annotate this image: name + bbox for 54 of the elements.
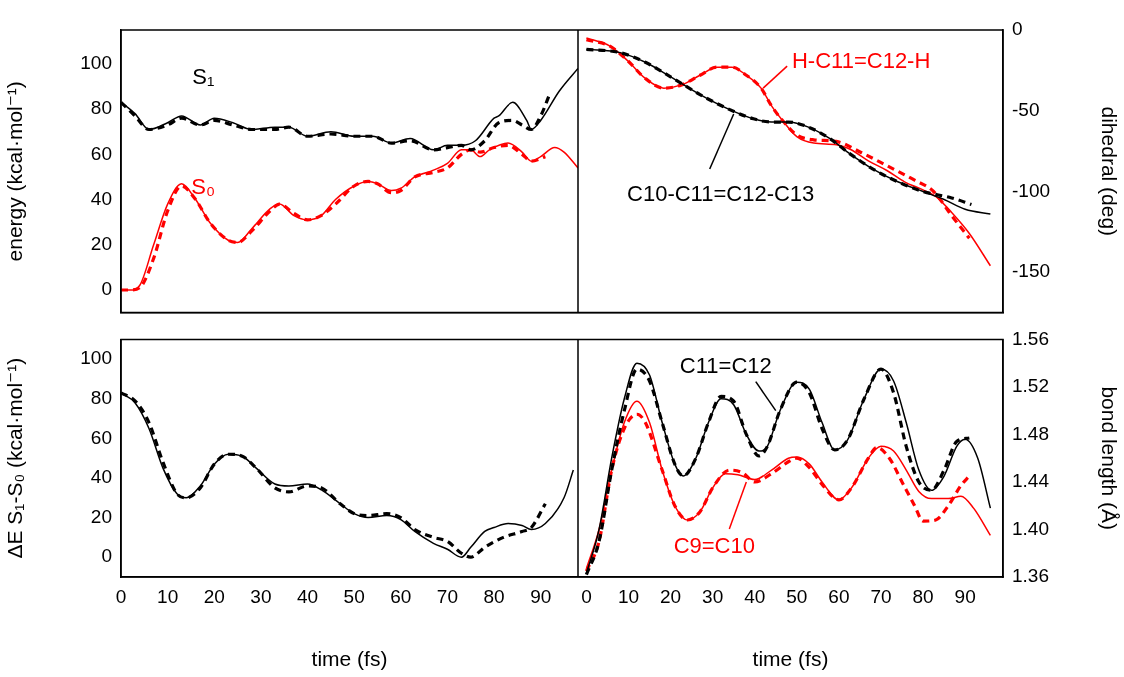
x-tick-label: 50 [786,585,808,607]
y-tick-label: 20 [90,233,112,255]
annotation: S₀ [191,174,216,200]
y-tick-label: 1.36 [1012,565,1049,587]
x-tick-label: 70 [870,585,892,607]
x-axis-title: time (fs) [752,647,829,671]
y-tick-label: 20 [90,505,112,527]
y-tick-label: -50 [1012,98,1040,120]
y-axis-title: bond length (Å) [1097,386,1121,530]
y-tick-label: 40 [90,187,112,209]
x-tick-label: 20 [203,585,225,607]
x-tick-label: 30 [702,585,724,607]
y-axis-title: energy (kcal·mol⁻¹) [3,81,27,262]
x-tick-label: 40 [296,585,319,607]
x-tick-label: 80 [912,585,934,607]
x-tick-label: 60 [390,585,412,607]
y-tick-label: 1.52 [1012,375,1049,397]
x-tick-label: 10 [617,585,640,607]
x-tick-label: 70 [436,585,458,607]
x-tick-label: 0 [581,585,592,607]
annotation: C10-C11=C12-C13 [627,181,815,207]
y-tick-label: 0 [1012,18,1023,40]
annotation: S₁ [192,64,215,90]
x-tick-label: 60 [828,585,850,607]
y-tick-label: 1.44 [1012,470,1050,492]
x-tick-label: 50 [343,585,365,607]
y-tick-label: 100 [80,347,112,369]
y-tick-label: 100 [80,52,112,74]
y-tick-label: 1.56 [1012,327,1049,349]
y-tick-label: 80 [90,387,112,409]
y-tick-label: 0 [101,278,112,300]
x-tick-label: 80 [483,585,505,607]
y-tick-label: 60 [90,426,112,448]
annotation: C9=C10 [673,533,755,559]
x-tick-label: 90 [954,585,976,607]
x-tick-label: 40 [744,585,766,607]
y-axis-title: ΔE S₁-S₀ (kcal·mol⁻¹) [3,357,27,559]
y-tick-label: 1.40 [1012,517,1049,539]
y-tick-label: -150 [1012,260,1051,282]
x-tick-label: 20 [660,585,682,607]
y-axis-title: dihedral (deg) [1097,106,1121,237]
y-tick-label: 40 [90,466,112,488]
y-tick-label: 80 [90,97,112,119]
annotation: C11=C12 [679,352,772,378]
x-tick-label: 0 [115,585,127,607]
y-tick-label: 1.48 [1012,422,1049,444]
x-tick-label: 90 [530,585,552,607]
x-tick-label: 10 [157,585,179,607]
annotation: H-C11=C12-H [791,48,931,74]
y-tick-label: 60 [90,142,112,164]
x-tick-label: 30 [250,585,272,607]
x-axis-title: time (fs) [311,647,388,671]
y-tick-label: 0 [101,545,112,567]
y-tick-label: -100 [1012,179,1051,201]
